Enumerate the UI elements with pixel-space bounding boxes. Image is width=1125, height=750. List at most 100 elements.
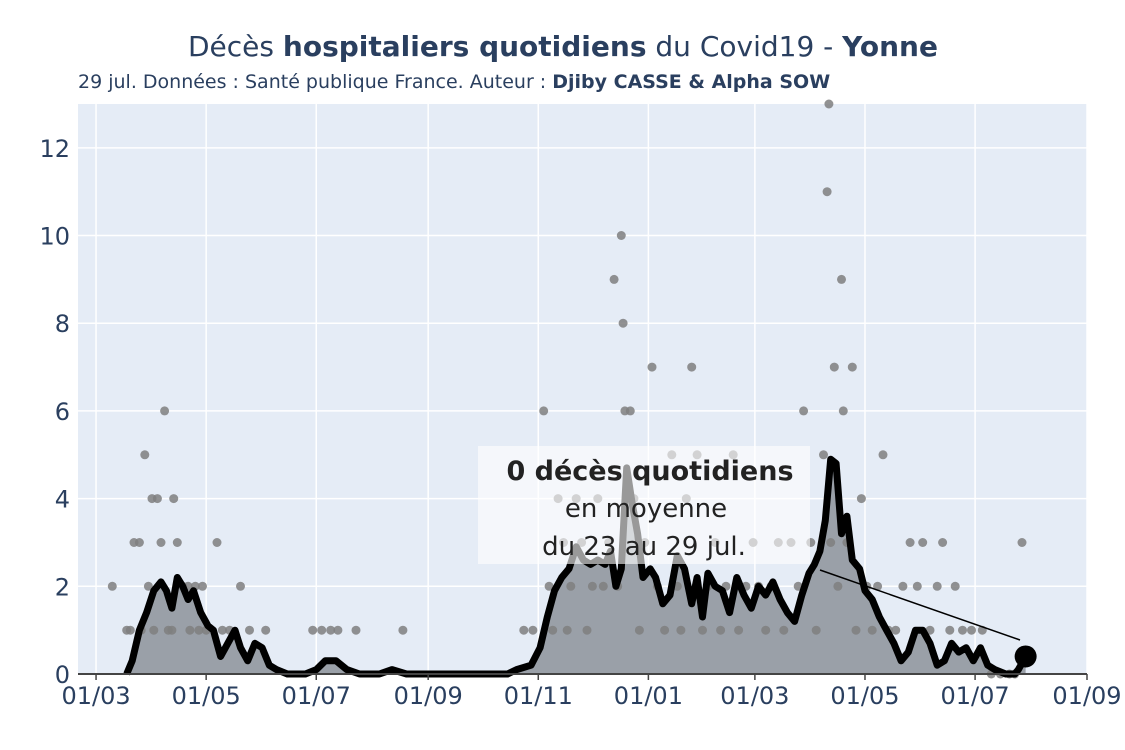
daily-death-point <box>891 625 901 635</box>
title-part1: Décès <box>188 30 283 63</box>
daily-death-point <box>598 581 608 591</box>
daily-death-point <box>333 625 343 635</box>
daily-death-point <box>261 625 271 635</box>
daily-death-point <box>398 625 408 635</box>
daily-death-point <box>898 581 908 591</box>
daily-death-point <box>308 625 318 635</box>
x-tick-label: 01/07 <box>282 682 351 710</box>
daily-death-point <box>326 625 336 635</box>
daily-death-point <box>317 625 327 635</box>
daily-death-point <box>833 581 843 591</box>
x-tick-label: 01/03 <box>61 682 130 710</box>
daily-death-point <box>562 625 572 635</box>
daily-death-point <box>167 625 177 635</box>
y-tick-label: 8 <box>55 310 70 338</box>
daily-death-point <box>539 406 549 416</box>
daily-death-point <box>169 494 179 504</box>
x-tick-label: 01/11 <box>504 682 573 710</box>
x-tick-label: 01/09 <box>1052 682 1121 710</box>
daily-death-point <box>625 406 635 416</box>
title-region: Yonne <box>841 30 938 63</box>
daily-death-point <box>950 581 960 591</box>
chart-subtitle: 29 jul. Données : Santé publique France.… <box>78 71 830 93</box>
daily-death-point <box>245 625 254 635</box>
y-tick-label: 4 <box>55 486 70 514</box>
daily-death-point <box>851 625 861 635</box>
daily-death-point <box>687 362 697 372</box>
y-tick-label: 12 <box>39 135 70 163</box>
daily-death-point <box>967 625 976 635</box>
subtitle-part1: 29 jul. Données : Santé publique France.… <box>78 71 552 93</box>
average-area <box>126 459 1026 674</box>
average-line-layer <box>123 455 1037 678</box>
x-tick-label: 01/01 <box>614 682 683 710</box>
daily-death-point <box>212 538 222 547</box>
daily-death-point <box>134 538 144 547</box>
daily-death-point <box>826 538 836 547</box>
daily-death-point <box>548 625 558 635</box>
y-tick-label: 10 <box>39 223 70 251</box>
daily-death-point <box>824 99 834 109</box>
daily-death-point <box>634 625 644 635</box>
daily-death-point <box>236 581 245 591</box>
title-part2: du Covid19 - <box>647 30 843 63</box>
daily-death-point <box>856 494 866 504</box>
daily-death-point <box>351 625 361 635</box>
daily-death-point <box>149 625 159 635</box>
daily-death-point <box>734 625 744 635</box>
y-tick-label: 2 <box>55 573 70 601</box>
daily-death-point <box>519 625 529 635</box>
daily-death-point <box>716 625 726 635</box>
daily-death-point <box>616 231 626 240</box>
daily-death-point <box>822 187 832 197</box>
daily-death-point <box>829 362 839 372</box>
daily-death-point <box>867 625 877 635</box>
daily-death-point <box>125 625 135 635</box>
daily-death-point <box>799 406 809 416</box>
daily-death-point <box>958 625 967 635</box>
x-tick-label: 01/05 <box>830 682 899 710</box>
daily-death-point <box>1017 538 1027 547</box>
daily-death-point <box>566 581 576 591</box>
daily-death-point <box>938 538 948 547</box>
subtitle-authors: Djiby CASSE & Alpha SOW <box>552 71 830 93</box>
x-tick-label: 01/09 <box>394 682 463 710</box>
annotation: 0 décès quotidiens en moyenne du 23 au 2… <box>478 446 1021 641</box>
daily-death-point <box>198 581 207 591</box>
daily-death-point <box>140 450 150 460</box>
daily-death-point <box>838 406 848 416</box>
daily-death-point <box>811 625 821 635</box>
daily-death-point <box>156 538 166 547</box>
daily-death-point <box>847 362 857 372</box>
daily-death-point <box>143 581 153 591</box>
daily-death-point <box>905 538 915 547</box>
title-bold: hospitaliers quotidiens <box>283 30 647 63</box>
daily-death-point <box>873 581 883 591</box>
annotation-box <box>478 446 810 564</box>
daily-death-point <box>185 625 195 635</box>
last-point-marker <box>1014 645 1037 668</box>
daily-death-point <box>932 581 942 591</box>
area-layer <box>126 459 1026 674</box>
daily-death-point <box>660 625 670 635</box>
daily-death-point <box>618 318 628 328</box>
y-tick-label: 6 <box>55 398 70 426</box>
tick-labels: 0 2 4 6 8 10 12 01/03 01/05 01/07 01/09 01/11 01/01 0… <box>39 135 1121 710</box>
annotation-line2: en moyenne <box>565 494 727 524</box>
annotation-line1: 0 décès quotidiens <box>506 456 793 487</box>
daily-death-point <box>837 274 846 284</box>
daily-death-point <box>528 625 538 635</box>
x-tick-label: 01/05 <box>172 682 241 710</box>
daily-death-point <box>160 406 170 416</box>
y-tick-label: 0 <box>55 661 70 689</box>
daily-death-point <box>698 625 707 635</box>
daily-death-point <box>819 450 828 460</box>
daily-death-point <box>912 581 922 591</box>
daily-death-point <box>217 625 227 635</box>
chart-title: Décès hospitaliers quotidiens du Covid19… <box>188 30 938 63</box>
annotation-line3: du 23 au 29 jul. <box>542 532 746 562</box>
daily-death-point <box>779 625 789 635</box>
average-line <box>123 455 1029 678</box>
daily-death-point <box>107 581 117 591</box>
